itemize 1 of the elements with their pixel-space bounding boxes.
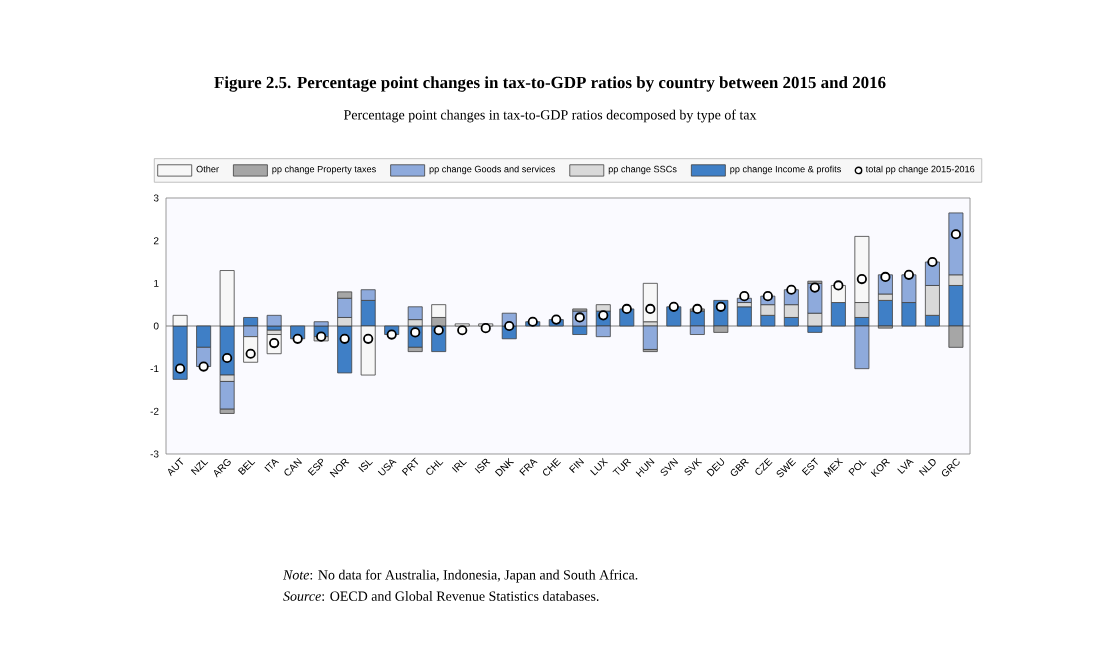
chart-title: Figure 2.5. Percentage point changes in tax-to-GDP ratios by country between 2015 and 2016 xyxy=(214,76,886,92)
